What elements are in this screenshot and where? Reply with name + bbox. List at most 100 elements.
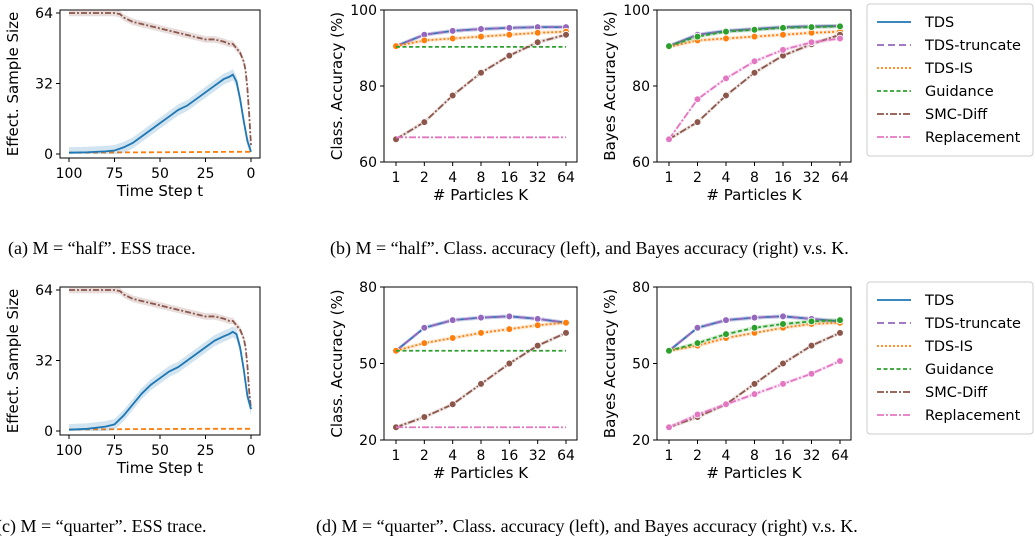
x-tick-label: 50	[151, 443, 169, 459]
marker-Replacement	[807, 369, 816, 378]
y-tick-label: 32	[35, 354, 53, 370]
marker-Guidance	[665, 346, 673, 355]
marker-TDS-IS	[779, 30, 787, 39]
legend-label-TDS-IS: TDS-IS	[924, 61, 973, 77]
legend-label-TDS: TDS	[924, 293, 954, 309]
marker-Guidance	[750, 323, 759, 332]
marker-TDS-IS	[722, 34, 730, 43]
x-axis-label: Time Step t	[116, 459, 203, 477]
marker-SMC-Diff	[448, 400, 457, 409]
legend-label-TDS-truncate: TDS-truncate	[924, 38, 1021, 54]
marker-TDS-truncate	[750, 313, 759, 322]
x-tick-label: 2	[420, 170, 429, 186]
band-TDS-truncate	[396, 25, 566, 49]
legend-1: TDS TDS-truncate TDS-IS Guidance SMC-Diff Rep…	[866, 3, 1034, 157]
x-tick-label: 16	[500, 170, 518, 186]
x-tick-label: 1	[665, 170, 674, 186]
marker-SMC-Diff	[836, 329, 844, 337]
x-tick-label: 25	[197, 443, 215, 459]
marker-SMC-Diff	[562, 30, 570, 39]
marker-Guidance	[722, 27, 730, 36]
marker-Guidance	[836, 316, 844, 324]
marker-TDS-truncate	[505, 312, 514, 321]
plot-frame	[59, 286, 261, 436]
marker-Replacement	[779, 46, 787, 54]
marker-Replacement	[665, 135, 673, 144]
y-tick-label: 0	[44, 424, 53, 440]
marker-Replacement	[807, 38, 816, 47]
marker-TDS-IS	[477, 32, 485, 41]
marker-SMC-Diff	[750, 380, 759, 388]
series-SMC-Diff	[69, 12, 252, 146]
x-tick-label: 64	[831, 170, 849, 186]
marker-Guidance	[779, 320, 787, 328]
marker-TDS-truncate	[505, 24, 514, 32]
plot-frame	[383, 286, 578, 441]
x-tick-label: 2	[693, 448, 702, 464]
x-tick-label: 32	[529, 170, 547, 186]
legend-label-TDS-truncate: TDS-truncate	[924, 316, 1021, 332]
marker-Replacement	[750, 57, 759, 66]
marker-Replacement	[693, 410, 702, 419]
marker-TDS-IS	[533, 28, 542, 37]
legend-label-Replacement: Replacement	[925, 130, 1021, 146]
series-TDS	[68, 73, 252, 154]
y-tick-label: 100	[623, 3, 650, 19]
marker-SMC-Diff	[779, 359, 787, 368]
x-tick-label: 4	[722, 170, 731, 186]
x-tick-label: 4	[722, 448, 731, 464]
marker-Guidance	[722, 330, 730, 338]
x-axis-label: # Particles K	[433, 186, 529, 204]
x-tick-label: 64	[831, 448, 849, 464]
x-tick-label: 75	[106, 443, 124, 459]
marker-TDS-truncate	[448, 27, 457, 35]
x-tick-label: 0	[247, 443, 256, 459]
legend-frame	[866, 281, 1034, 435]
x-tick-label: 2	[420, 448, 429, 464]
x-tick-label: 8	[477, 448, 486, 464]
x-tick-label: 8	[750, 448, 759, 464]
x-tick-label: 1	[665, 448, 674, 464]
marker-TDS-truncate	[420, 323, 429, 332]
y-tick-label: 20	[359, 433, 377, 449]
x-tick-label: 100	[56, 166, 83, 182]
legend-label-Replacement: Replacement	[925, 408, 1021, 424]
marker-Guidance	[779, 24, 787, 32]
y-tick-label: 64	[35, 6, 53, 22]
x-tick-label: 100	[56, 443, 83, 459]
marker-SMC-Diff	[477, 380, 485, 388]
y-tick-label: 80	[632, 79, 650, 95]
band-SMC-Diff	[69, 286, 251, 413]
x-tick-label: 2	[693, 170, 702, 186]
panel-b-left: 60 80 100 1 2 4 8 16 32 64 # Particles K Class. Acc…	[328, 3, 578, 204]
y-tick-label: 50	[359, 357, 377, 373]
x-tick-label: 16	[774, 170, 792, 186]
x-tick-label: 75	[106, 166, 124, 182]
panel-a: 0 32 64 100 75 50 25 0 Time Step t Effect. Sample…	[4, 6, 261, 200]
y-tick-label: 0	[44, 147, 53, 163]
caption-a: (a) M = “half”. ESS trace.	[8, 238, 196, 258]
marker-SMC-Diff	[807, 341, 816, 350]
x-tick-label: 25	[197, 166, 215, 182]
y-axis-label: Class. Accuracy (%)	[328, 12, 346, 160]
plot-frame	[59, 9, 261, 159]
y-axis-label: Bayes Accuracy (%)	[601, 289, 619, 438]
panel-d-left: 20 50 80 1 2 4 8 16 32 64 # Particles K Class. Accu…	[328, 280, 578, 482]
marker-TDS-IS	[420, 339, 429, 347]
marker-SMC-Diff	[533, 341, 542, 350]
panel-d-right: 20 50 80 1 2 4 8 16 32 64 # Particles K Bayes Accur…	[601, 280, 852, 482]
marker-SMC-Diff	[420, 413, 429, 421]
marker-Replacement	[836, 34, 844, 43]
y-axis-label: Effect. Sample Size	[4, 289, 22, 434]
marker-SMC-Diff	[693, 118, 702, 126]
marker-SMC-Diff	[533, 38, 542, 47]
marker-Replacement	[750, 390, 759, 398]
marker-Replacement	[722, 400, 730, 409]
x-tick-label: 1	[392, 448, 401, 464]
marker-Guidance	[693, 32, 702, 41]
x-tick-label: 16	[500, 448, 518, 464]
legend-label-TDS-IS: TDS-IS	[924, 339, 973, 355]
panel-c: 0 32 64 100 75 50 25 0 Time Step t Effect. Sample…	[4, 283, 261, 477]
band-TDS-IS	[396, 320, 566, 353]
